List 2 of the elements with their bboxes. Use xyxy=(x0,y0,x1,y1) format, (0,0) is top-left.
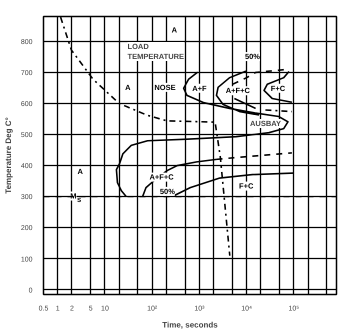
y-axis-title: Temperature Deg C° xyxy=(4,117,13,194)
x-axis-title: Time, seconds xyxy=(162,320,218,330)
